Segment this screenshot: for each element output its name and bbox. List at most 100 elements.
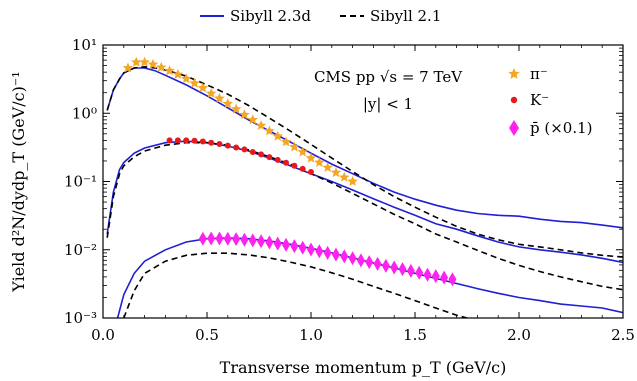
y-tick-label: 10⁻³ — [64, 309, 97, 327]
y-tick-label: 10⁻² — [64, 241, 97, 259]
antiproton-data-point — [381, 258, 390, 273]
antiproton-data-point — [340, 249, 349, 264]
legend-top-label: Sibyll 2.3d — [230, 7, 311, 25]
kaon-data-point — [216, 140, 223, 147]
antiproton-data-point — [448, 272, 457, 287]
kaon-sibyll21-line — [106, 141, 623, 291]
pion-sibyll21-line — [106, 65, 623, 258]
antiproton-data-point — [282, 237, 291, 252]
pion-data-point — [264, 125, 275, 136]
pion-data-point — [297, 146, 308, 157]
antiproton-data-point — [198, 231, 207, 246]
antiproton-data-point — [232, 232, 241, 247]
pion-data-point — [189, 77, 200, 88]
kaon-data-point — [191, 137, 198, 144]
antiproton-data-point — [440, 270, 449, 285]
pion-sibyll23d-line — [106, 67, 623, 229]
kaon-data-point — [266, 154, 273, 161]
pion-data-point — [164, 65, 175, 76]
x-tick-label: 2.0 — [507, 326, 531, 344]
kaon-data-point — [208, 139, 215, 146]
pion-data-point — [247, 114, 258, 125]
pion-data-point — [339, 171, 350, 182]
antiproton-data-point — [315, 244, 324, 259]
pion-data-point — [181, 73, 192, 84]
y-tick-label: 10⁰ — [72, 104, 97, 122]
pion-data-point — [222, 98, 233, 109]
kaon-data-point — [174, 137, 181, 144]
x-tick-label: 0.5 — [195, 326, 219, 344]
annotation-line-1: CMS pp √s = 7 TeV — [314, 68, 463, 86]
pion-data-point — [131, 56, 142, 67]
antiproton-data-point — [331, 247, 340, 262]
antiproton-data-point — [215, 231, 224, 246]
x-axis-label: Transverse momentum p_T (GeV/c) — [220, 358, 507, 377]
pion-data-point — [272, 130, 283, 141]
y-tick-label: 10⁻¹ — [64, 173, 97, 191]
antiproton-data-point — [248, 233, 257, 248]
pion-data-point — [239, 109, 250, 120]
kaon-data-point — [233, 144, 240, 151]
antiproton-data-point — [415, 265, 424, 280]
legend-right-label: K⁻ — [530, 91, 549, 109]
antiproton-data-point — [257, 234, 266, 249]
antiproton-data-point — [431, 269, 440, 284]
legend-antiproton-marker — [509, 120, 519, 136]
pion-data-point — [230, 103, 242, 114]
kaon-data-point — [224, 142, 231, 149]
kaon-data-point — [166, 137, 173, 144]
kaon-data-point — [283, 159, 290, 166]
pion-data-point — [314, 157, 325, 167]
axis-layer: 0.0 0.5 1.0 1.5 2.0 2.5 10⁻³ 10⁻² 10⁻¹ 10⁰ 10¹ — [64, 36, 635, 344]
annotation-line-2: |y| < 1 — [363, 95, 413, 113]
pion-data-point — [205, 88, 217, 98]
antiproton-data-point — [373, 256, 382, 271]
legend-kaon-marker — [510, 96, 518, 104]
pion-data-point — [255, 120, 267, 130]
antiproton-data-point — [240, 232, 249, 247]
kaon-data-point — [241, 146, 248, 153]
kaon-data-point — [183, 137, 190, 144]
kaon-data-point — [274, 156, 281, 163]
pion-data-point — [347, 176, 358, 186]
pion-data-point — [330, 167, 342, 178]
antiproton-data-point — [406, 263, 415, 278]
antiproton-data-point — [423, 267, 432, 282]
legend-right-label: p̄ (×0.1) — [530, 119, 593, 137]
x-tick-label: 1.5 — [403, 326, 427, 344]
kaon-data-point — [249, 149, 256, 156]
kaon-data-point — [291, 162, 298, 169]
pion-data-point — [156, 61, 167, 72]
antiproton-data-point — [223, 231, 232, 246]
x-tick-label: 1.0 — [299, 326, 323, 344]
antiproton-data-point — [390, 260, 399, 275]
kaon-sibyll23d-line — [106, 140, 623, 264]
antiproton-data-point — [273, 236, 282, 251]
antiproton-data-point — [290, 239, 299, 254]
antiproton-data-point — [207, 231, 216, 246]
x-tick-label: 2.5 — [611, 326, 635, 344]
kaon-data-point — [308, 168, 314, 175]
pion-data-point — [289, 141, 300, 152]
legend-right: π⁻ K⁻ p̄ (×0.1) — [508, 65, 593, 137]
pion-data-point — [280, 136, 292, 147]
antiproton-data-point — [398, 262, 407, 277]
antiproton-data-point — [348, 251, 357, 266]
antiproton-data-point — [265, 235, 274, 250]
pion-data-point — [305, 152, 317, 163]
antiproton-data-point — [323, 245, 332, 260]
kaon-data-point — [258, 151, 265, 158]
marker-layer — [122, 56, 457, 287]
kaon-data-point — [199, 138, 206, 145]
antiproton-sibyll21-line — [123, 252, 468, 318]
x-tick-label: 0.0 — [91, 326, 115, 344]
antiproton-data-point — [365, 255, 374, 270]
pion-data-point — [122, 62, 134, 73]
legend-right-label: π⁻ — [530, 65, 548, 83]
kaon-data-point — [299, 165, 306, 172]
pion-data-point — [197, 82, 209, 93]
y-axis-label: Yield d²N/dydp_T (GeV/c)⁻¹ — [9, 71, 28, 292]
legend-top: Sibyll 2.3d Sibyll 2.1 — [200, 7, 441, 25]
pion-data-point — [172, 69, 184, 79]
